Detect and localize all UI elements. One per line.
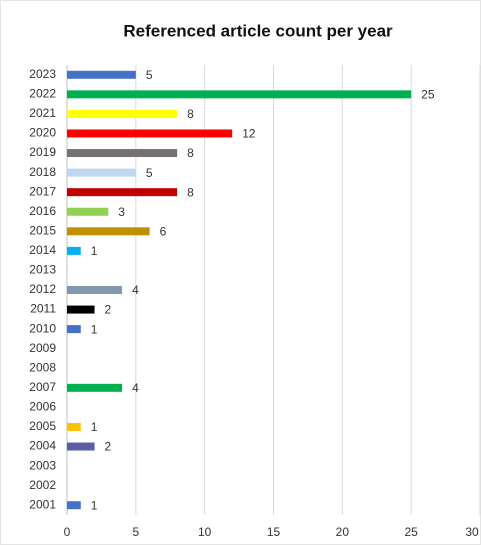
bar [67, 246, 81, 255]
y-tick-label: 2016 [29, 204, 56, 218]
data-label: 6 [160, 224, 167, 238]
y-tick-label: 2021 [29, 106, 56, 120]
x-tick-label: 25 [404, 525, 418, 539]
data-label: 1 [91, 244, 98, 258]
y-tick-label: 2023 [29, 67, 56, 81]
bar [67, 305, 95, 314]
x-tick-label: 5 [132, 525, 139, 539]
data-label: 8 [187, 107, 194, 121]
data-label: 5 [146, 166, 153, 180]
x-tick-label: 30 [465, 525, 479, 539]
bar [67, 129, 233, 138]
x-tick-label: 15 [267, 525, 281, 539]
y-tick-label: 2003 [29, 458, 56, 472]
x-tick-label: 0 [64, 525, 71, 539]
y-tick-label: 2002 [29, 478, 56, 492]
y-tick-label: 2011 [30, 302, 56, 316]
bar [67, 109, 178, 118]
bar [67, 501, 81, 510]
data-label: 1 [91, 322, 98, 336]
bar [67, 149, 178, 158]
bar [67, 168, 136, 177]
x-tick-label: 20 [336, 525, 350, 539]
data-label: 5 [146, 68, 153, 82]
bar [67, 90, 412, 99]
data-label: 1 [91, 498, 98, 512]
data-label: 4 [132, 381, 139, 395]
y-tick-label: 2008 [29, 360, 56, 374]
x-tick-label: 10 [198, 525, 212, 539]
data-label: 12 [242, 127, 256, 141]
y-tick-label: 2012 [29, 282, 56, 296]
y-tick-label: 2022 [29, 87, 56, 101]
data-label: 3 [118, 205, 125, 219]
bar [67, 227, 150, 236]
y-tick-label: 2013 [29, 263, 56, 277]
y-tick-label: 2015 [29, 223, 56, 237]
y-tick-label: 2004 [29, 439, 56, 453]
y-tick-label: 2020 [29, 126, 56, 140]
bar [67, 70, 136, 79]
y-tick-label: 2017 [29, 184, 56, 198]
bar [67, 286, 123, 294]
y-tick-label: 2010 [29, 321, 56, 335]
y-tick-label: 2006 [29, 400, 56, 414]
y-tick-label: 2014 [29, 243, 56, 257]
bar [67, 325, 81, 334]
y-tick-label: 2007 [29, 380, 56, 394]
bar [67, 442, 95, 451]
y-tick-label: 2019 [29, 145, 56, 159]
data-label: 1 [91, 420, 98, 434]
y-tick-label: 2009 [29, 341, 56, 355]
y-tick-label: 2001 [29, 497, 56, 511]
chart-title: Referenced article count per year [123, 21, 393, 40]
bar [67, 383, 123, 392]
data-label: 25 [421, 88, 435, 102]
bar [67, 188, 178, 197]
data-label: 4 [132, 283, 139, 297]
y-tick-label: 2005 [29, 419, 56, 433]
data-label: 2 [105, 303, 112, 317]
data-label: 8 [187, 185, 194, 199]
bar [67, 207, 109, 216]
bar [67, 422, 81, 431]
y-tick-label: 2018 [29, 165, 56, 179]
data-label: 2 [105, 440, 112, 454]
data-label: 8 [187, 146, 194, 160]
